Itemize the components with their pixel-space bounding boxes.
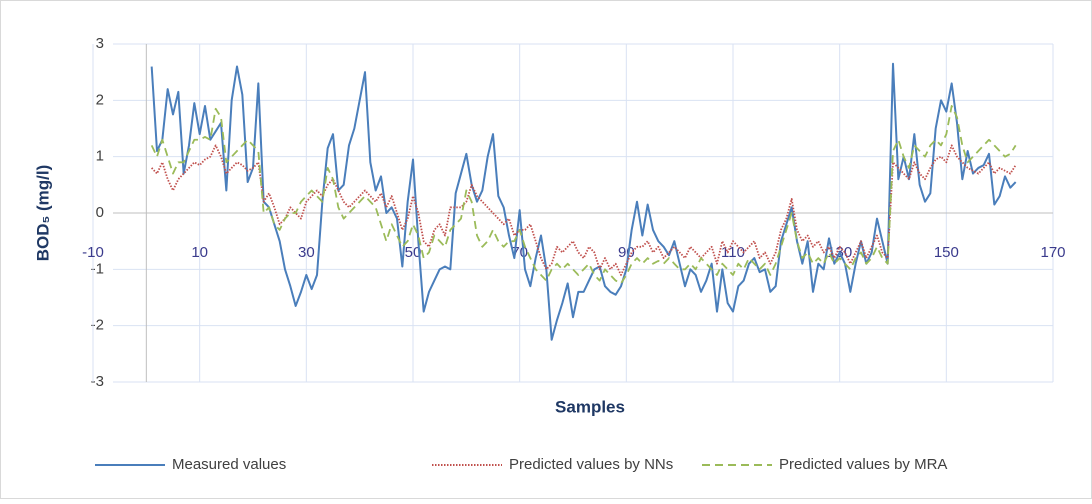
x-tick-label: 50 [405, 244, 422, 261]
x-tick-label: 30 [298, 244, 315, 261]
y-tick-label: 0 [96, 204, 104, 221]
data-line [151, 144, 1017, 276]
y-tick-label: 3 [96, 35, 104, 52]
x-tick-label: -10 [82, 244, 104, 261]
legend-label: Predicted values by MRA [779, 456, 947, 473]
y-tick-label: -3 [91, 373, 104, 390]
y-tick-label: 2 [96, 91, 104, 108]
y-tick-label: -2 [91, 317, 104, 334]
y-tick-label: -1 [91, 260, 104, 277]
x-tick-label: 10 [191, 244, 208, 261]
legend-label: Predicted values by NNs [509, 456, 673, 473]
data-line [150, 62, 1017, 341]
y-axis-title: BOD₅ (mg/l) [33, 165, 52, 262]
legend-label: Measured values [172, 456, 286, 473]
x-tick-label: 170 [1040, 244, 1065, 261]
x-tick-label: 150 [934, 244, 959, 261]
y-tick-label: 1 [96, 148, 104, 165]
x-tick-label: 110 [721, 244, 745, 261]
x-tick-label: 90 [618, 244, 635, 261]
data-line [150, 105, 1017, 285]
x-axis-title: Samples [555, 397, 625, 416]
